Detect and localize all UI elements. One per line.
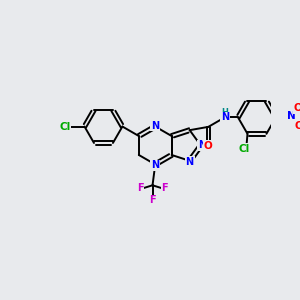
Text: Cl: Cl [238,144,250,154]
Text: O: O [294,103,300,113]
Text: N: N [151,160,159,170]
Text: F: F [161,183,168,193]
Text: F: F [137,183,143,193]
Text: N: N [151,121,159,130]
Text: +: + [292,106,299,116]
Text: F: F [149,195,156,206]
Text: Cl: Cl [59,122,70,131]
Text: N: N [198,140,206,151]
Text: O: O [295,121,300,130]
Text: N: N [221,112,229,122]
Text: N: N [186,157,194,167]
Text: O: O [204,140,213,151]
Text: H: H [221,108,228,117]
Text: N: N [287,112,296,122]
